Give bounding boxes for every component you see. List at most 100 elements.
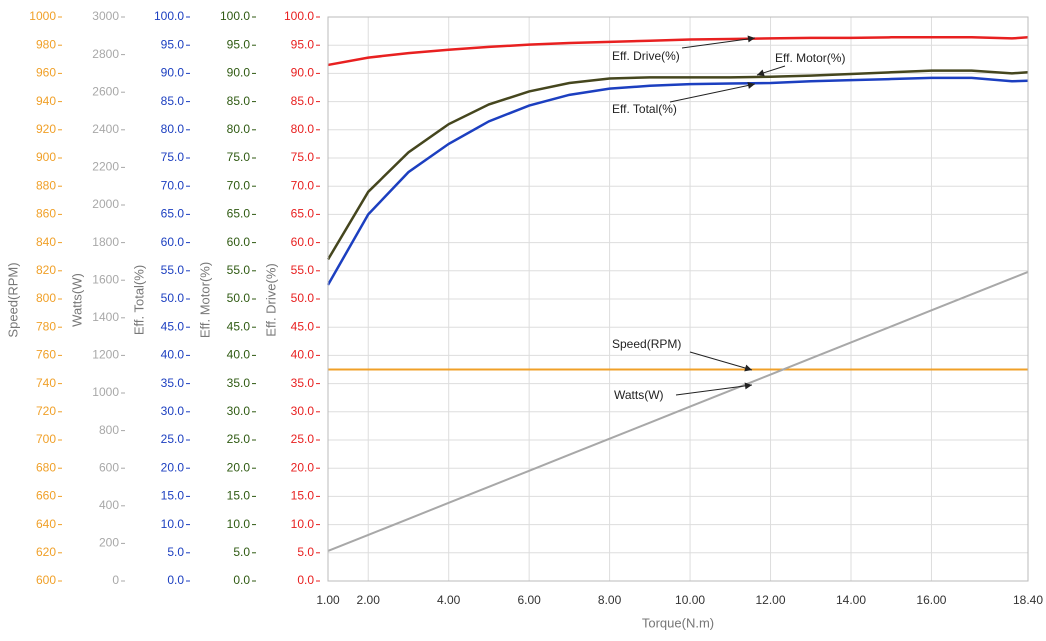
annotation: Eff. Total(%) <box>612 102 677 116</box>
series-line <box>327 270 1029 552</box>
annotation: Eff. Drive(%) <box>612 49 680 63</box>
y-tick-label: 70.0 <box>291 178 315 192</box>
y-tick-label: 90.0 <box>227 66 251 80</box>
y-tick-label: 100.0 <box>220 9 250 23</box>
y-tick-label: 20.0 <box>227 460 251 474</box>
y-tick-label: 3000 <box>92 9 119 23</box>
y-tick-label: 20.0 <box>161 460 185 474</box>
annotations <box>669 35 786 396</box>
y-tick-label: 2800 <box>92 47 119 61</box>
y-tick-label: 80.0 <box>161 122 185 136</box>
y-tick-label: 95.0 <box>227 37 251 51</box>
y-tick-label: 2400 <box>92 122 119 136</box>
y-tick-label: 30.0 <box>227 404 251 418</box>
y-tick-label: 940 <box>36 94 56 108</box>
y-tick-label: 30.0 <box>291 404 315 418</box>
y-tick-label: 700 <box>36 432 56 446</box>
y-tick-label: 1200 <box>92 348 119 362</box>
y-axis-title: Speed(RPM) <box>5 262 20 337</box>
y-tick-label: 30.0 <box>161 404 185 418</box>
y-tick-label: 80.0 <box>291 122 315 136</box>
y-tick-label: 60.0 <box>291 235 315 249</box>
y-tick-label: 2200 <box>92 160 119 174</box>
y-axis-title: Watts(W) <box>69 273 84 327</box>
annotation-arrow <box>669 82 756 103</box>
y-tick-label: 800 <box>36 291 56 305</box>
y-tick-label: 10.0 <box>161 517 185 531</box>
x-tick-label: 8.00 <box>598 593 622 607</box>
x-tick-label: 4.00 <box>437 593 461 607</box>
y-tick-label: 740 <box>36 376 56 390</box>
y-tick-label: 840 <box>36 235 56 249</box>
annotation: Speed(RPM) <box>612 337 681 351</box>
y-tick-label: 860 <box>36 207 56 221</box>
y-tick-label: 0.0 <box>167 573 184 587</box>
x-tick-label: 16.00 <box>916 593 946 607</box>
series-lines <box>326 36 1029 552</box>
y-tick-label: 15.0 <box>227 489 251 503</box>
x-tick-label: 10.00 <box>675 593 705 607</box>
y-tick-label: 25.0 <box>227 432 251 446</box>
annotation-arrow <box>756 65 786 77</box>
y-tick-label: 90.0 <box>161 66 185 80</box>
x-tick-label: 18.40 <box>1013 593 1043 607</box>
y-tick-label: 65.0 <box>161 207 185 221</box>
y-tick-label: 15.0 <box>291 489 315 503</box>
annotation-arrow <box>681 35 756 49</box>
plot-frame <box>327 16 1029 582</box>
y-tick-label: 75.0 <box>161 150 185 164</box>
y-tick-label: 660 <box>36 489 56 503</box>
y-tick-label: 95.0 <box>161 37 185 51</box>
x-tick-label: 6.00 <box>517 593 541 607</box>
y-tick-label: 60.0 <box>161 235 185 249</box>
y-tick-label: 50.0 <box>227 291 251 305</box>
x-tick-label: 1.00 <box>316 593 340 607</box>
y-tick-label: 620 <box>36 545 56 559</box>
x-tick-label: 2.00 <box>357 593 381 607</box>
y-tick-label: 200 <box>99 536 119 550</box>
y-tick-label: 680 <box>36 460 56 474</box>
y-tick-label: 35.0 <box>227 376 251 390</box>
annotation: Eff. Motor(%) <box>775 51 845 65</box>
y-tick-label: 70.0 <box>227 178 251 192</box>
y-tick-label: 45.0 <box>161 319 185 333</box>
y-tick-label: 5.0 <box>167 545 184 559</box>
y-tick-label: 55.0 <box>291 263 315 277</box>
y-axis-title: Eff. Total(%) <box>131 265 146 335</box>
y-tick-label: 65.0 <box>291 207 315 221</box>
y-tick-label: 1600 <box>92 272 119 286</box>
y-tick-label: 920 <box>36 122 56 136</box>
y-tick-label: 760 <box>36 348 56 362</box>
y-tick-label: 640 <box>36 517 56 531</box>
y-tick-label: 5.0 <box>297 545 314 559</box>
y-tick-label: 45.0 <box>291 319 315 333</box>
y-tick-label: 0.0 <box>233 573 250 587</box>
y-tick-label: 980 <box>36 37 56 51</box>
grid <box>327 16 1029 582</box>
y-tick-label: 2000 <box>92 197 119 211</box>
y-axis-title: Eff. Motor(%) <box>197 262 212 338</box>
y-tick-label: 1000 <box>92 385 119 399</box>
y-tick-label: 1800 <box>92 235 119 249</box>
y-tick-label: 2600 <box>92 84 119 98</box>
y-tick-label: 55.0 <box>161 263 185 277</box>
y-tick-label: 90.0 <box>291 66 315 80</box>
y-tick-label: 95.0 <box>291 37 315 51</box>
series-line <box>327 36 1029 67</box>
x-axis-title: Torque(N.m) <box>642 615 714 630</box>
y-tick-label: 85.0 <box>227 94 251 108</box>
y-tick-label: 720 <box>36 404 56 418</box>
y-tick-label: 60.0 <box>227 235 251 249</box>
y-tick-label: 50.0 <box>161 291 185 305</box>
y-tick-label: 1000 <box>29 9 56 23</box>
y-tick-label: 10.0 <box>291 517 315 531</box>
y-tick-label: 35.0 <box>161 376 185 390</box>
y-tick-label: 600 <box>99 460 119 474</box>
y-tick-label: 800 <box>99 423 119 437</box>
y-tick-label: 960 <box>36 66 56 80</box>
y-tick-label: 0 <box>112 573 119 587</box>
y-tick-label: 1400 <box>92 310 119 324</box>
y-tick-label: 780 <box>36 319 56 333</box>
y-tick-label: 75.0 <box>227 150 251 164</box>
